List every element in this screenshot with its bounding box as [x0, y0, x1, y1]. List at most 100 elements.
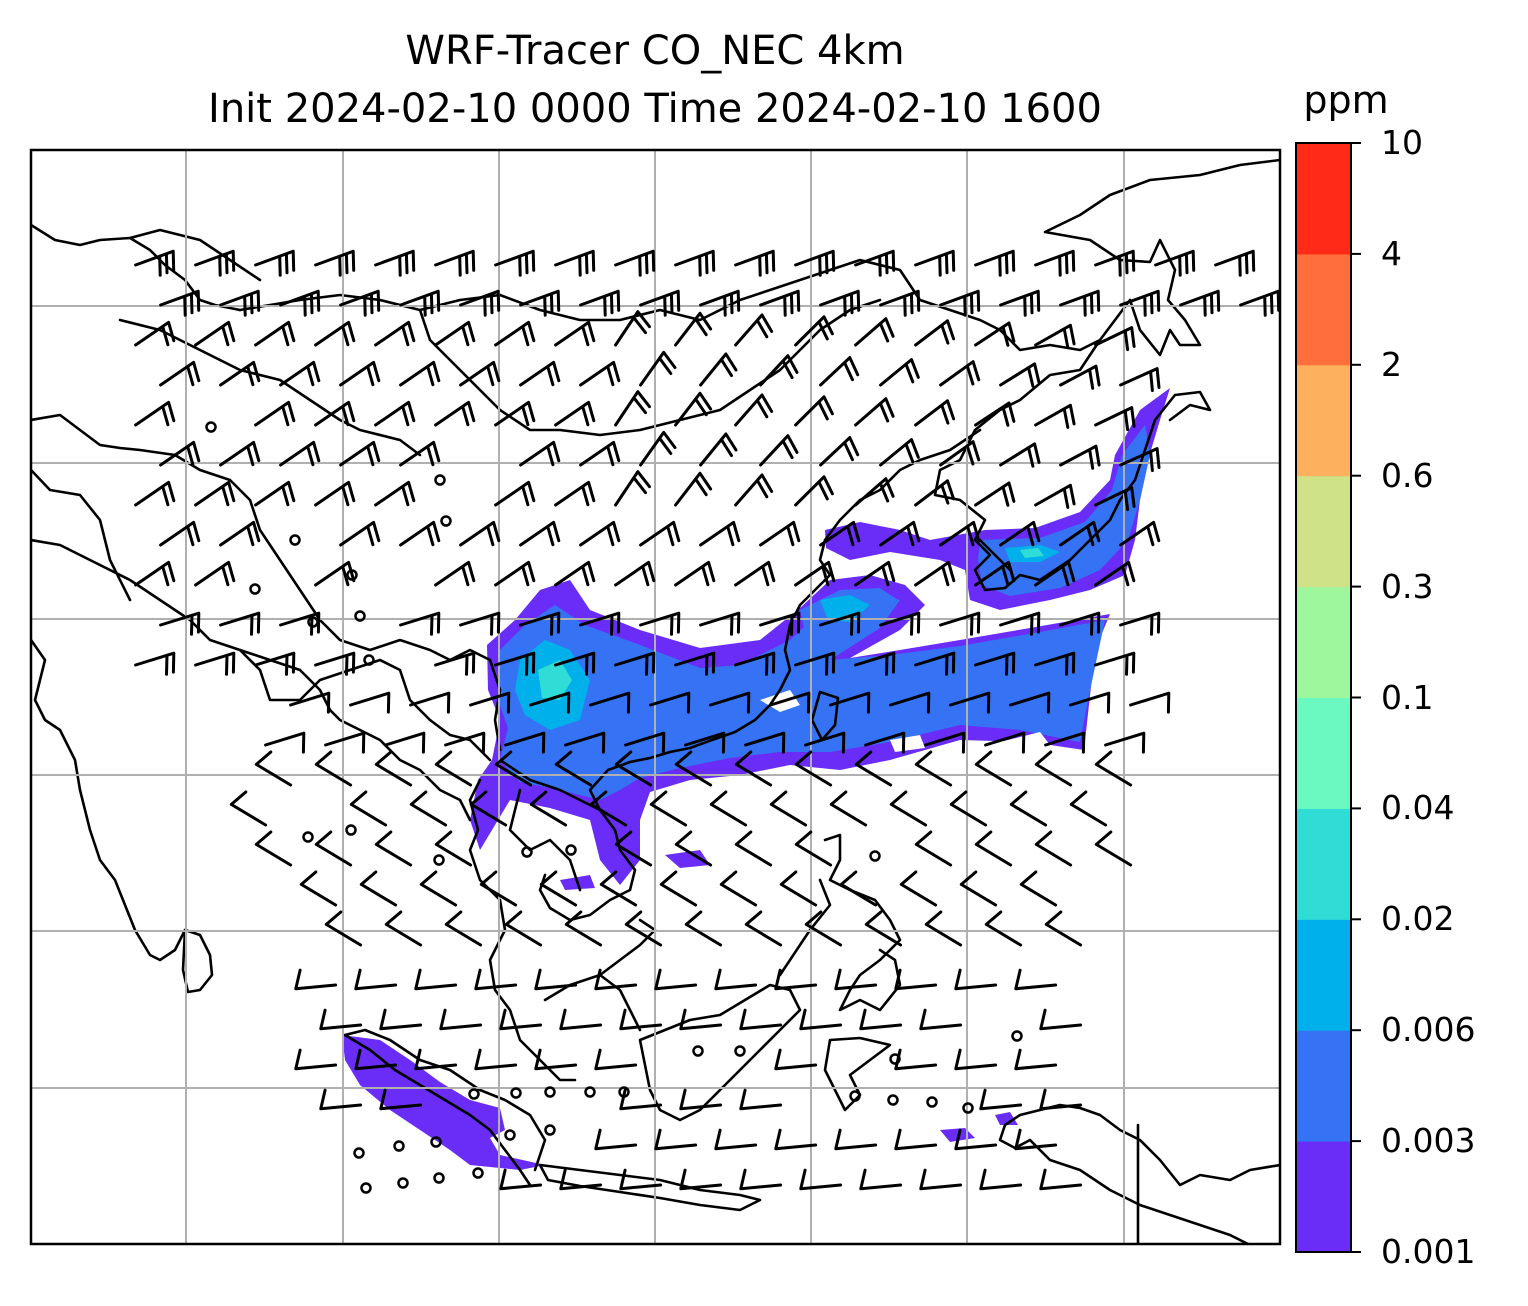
wind-barb-icon: [794, 395, 834, 427]
wind-barb-icon: [739, 1088, 783, 1111]
wind-barb-icon: [434, 249, 476, 277]
wind-barb-icon: [829, 790, 868, 827]
wind-barb-icon: [219, 520, 261, 547]
wind-barb-icon: [1094, 560, 1136, 587]
colorbar-segment: [1296, 475, 1351, 588]
border-indochina: [498, 758, 602, 892]
wind-barb-icon: [734, 393, 774, 427]
wind-barb-icon: [819, 356, 860, 387]
wind-barb-icon: [519, 611, 561, 636]
wind-barb-icon: [519, 289, 561, 317]
map-title: WRF-Tracer CO_NEC 4km: [405, 28, 905, 74]
wind-barb-icon: [589, 790, 628, 827]
wind-barb-icon: [799, 1168, 843, 1191]
wind-barb-icon: [1034, 483, 1076, 509]
coastline-sri-lanka: [181, 928, 214, 994]
wind-barb-icon: [1039, 1168, 1083, 1191]
wind-barb-icon: [434, 830, 473, 867]
wind-barb-icon: [899, 870, 938, 907]
wind-barb-icon: [474, 968, 518, 991]
wind-barb-icon: [324, 910, 363, 947]
circle-icon: [887, 1094, 899, 1106]
wind-barb-icon: [294, 968, 338, 991]
wind-barb-icon: [354, 968, 398, 991]
coastline-sumatra: [343, 1028, 547, 1187]
wind-barb-icon: [314, 400, 356, 427]
wind-barb-icon: [974, 481, 1016, 507]
wind-barb-icon: [254, 480, 296, 507]
wind-barb-icon: [374, 830, 413, 867]
wind-barb-icon: [134, 400, 176, 427]
wind-barb-icon: [529, 691, 571, 714]
circle-icon: [397, 1177, 409, 1189]
wind-barb-icon: [559, 1168, 603, 1191]
wind-barb-icon: [1094, 486, 1136, 512]
wind-barb-icon: [459, 289, 501, 317]
colorbar-unit-label: ppm: [1303, 78, 1389, 122]
circle-icon: [468, 1088, 480, 1100]
wind-barb-icon: [1119, 289, 1161, 317]
wind-barb-icon: [734, 473, 774, 507]
wind-barb-icon: [1094, 249, 1136, 277]
wind-barb-icon: [974, 560, 1016, 587]
wind-barb-icon: [494, 249, 536, 277]
wind-barb-icon: [1059, 611, 1101, 636]
wind-barb-icon: [774, 1048, 818, 1071]
wind-barb-icon: [299, 870, 338, 907]
colorbar-segment: [1296, 143, 1351, 255]
wind-barb-icon: [684, 731, 726, 754]
wind-barb-icon: [739, 1168, 783, 1191]
wind-barb-icon: [414, 968, 458, 991]
wind-barb-icon: [444, 910, 483, 947]
wind-barb-icon: [419, 870, 458, 907]
wind-barb-icon: [979, 1088, 1023, 1111]
wind-barb-icon: [504, 910, 543, 947]
wind-barb-icon: [839, 870, 878, 907]
wind-barb-icon: [194, 249, 236, 277]
colorbar-segment: [1296, 586, 1351, 698]
wind-barb-icon: [894, 1048, 938, 1071]
wind-barb-icon: [1019, 870, 1058, 907]
wind-barb-icon: [759, 520, 801, 547]
wind-barb-icon: [159, 440, 201, 467]
wind-barb-icon: [134, 249, 176, 277]
wind-barb-icon: [684, 910, 723, 947]
wind-barb-icon: [444, 731, 486, 754]
wind-barb-icon: [219, 440, 261, 467]
wind-barb-icon: [319, 1088, 363, 1111]
circle-icon: [849, 1090, 861, 1102]
wind-barb-icon: [254, 830, 293, 867]
colorbar-segment: [1296, 808, 1351, 920]
wind-barb-icon: [959, 870, 998, 907]
border-south-asia: [238, 648, 492, 762]
circle-icon: [360, 1182, 372, 1194]
wind-barb-icon: [339, 360, 381, 387]
circle-icon: [354, 610, 366, 622]
wind-barb-icon: [759, 611, 801, 636]
colorbar-tick-label: 0.006: [1381, 1010, 1476, 1050]
wind-barb-icon: [939, 520, 981, 547]
wind-barb-icon: [1094, 750, 1133, 787]
wind-barb-icon: [219, 360, 261, 387]
wind-barb-icon: [434, 560, 476, 587]
wind-barb-icon: [589, 691, 631, 714]
wind-barb-icon: [439, 1008, 483, 1031]
wind-barb-icon: [894, 1128, 938, 1151]
colorbar-segment: [1296, 697, 1351, 809]
wind-barb-icon: [579, 360, 621, 387]
wind-barb-icon: [974, 321, 1016, 347]
colorbar-tick-label: 0.001: [1381, 1232, 1476, 1271]
border-china-north: [238, 258, 1102, 352]
wind-barb-icon: [859, 1168, 903, 1191]
wind-barb-icon: [649, 691, 691, 714]
wind-barb-icon: [854, 560, 896, 587]
wind-barb-icon: [1059, 289, 1101, 317]
circle-icon: [353, 1147, 365, 1159]
wind-barb-icon: [1094, 651, 1136, 676]
circle-icon: [962, 1102, 974, 1114]
colorbar-tick-label: 0.003: [1381, 1121, 1476, 1161]
wind-barb-icon: [379, 1008, 423, 1031]
circle-icon: [544, 1124, 556, 1136]
wind-barb-icon: [734, 313, 774, 347]
